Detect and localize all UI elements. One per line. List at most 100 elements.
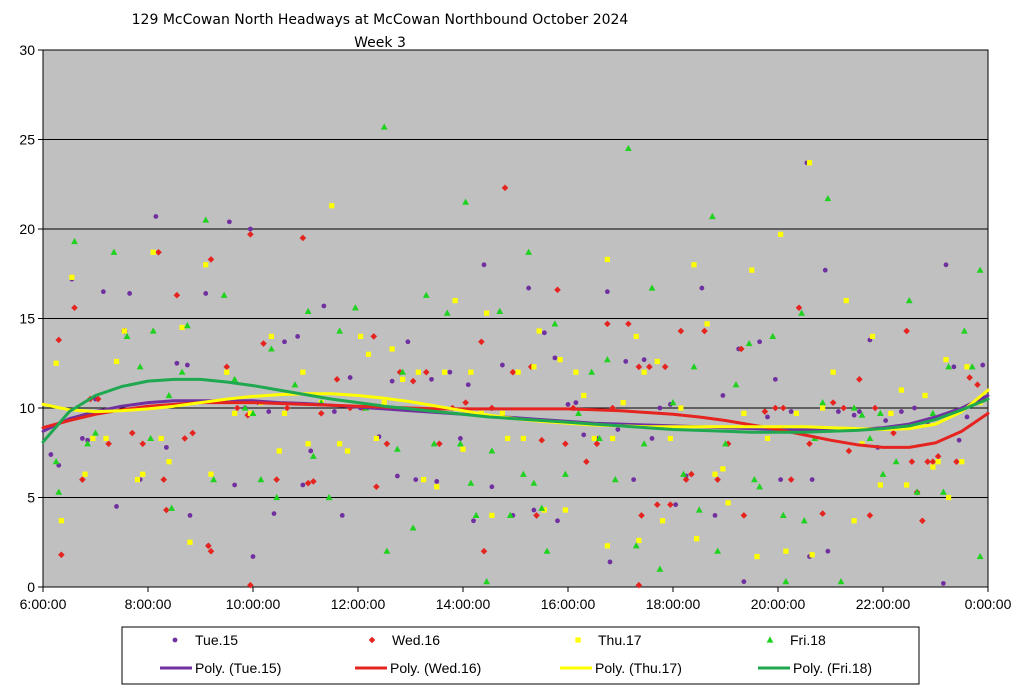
data-point xyxy=(249,409,257,416)
data-point xyxy=(772,404,779,412)
data-point xyxy=(483,578,491,585)
x-tick-label: 22:00:00 xyxy=(856,596,911,612)
legend-marker xyxy=(766,636,774,643)
data-point xyxy=(178,368,186,375)
data-point xyxy=(610,435,616,442)
data-point xyxy=(69,274,75,280)
data-point xyxy=(756,483,764,490)
data-point xyxy=(389,378,395,384)
data-point xyxy=(788,409,794,414)
data-point xyxy=(413,477,419,482)
data-point xyxy=(113,358,120,365)
data-point xyxy=(260,340,267,347)
data-point xyxy=(202,216,210,223)
data-point xyxy=(452,298,458,304)
data-point xyxy=(123,332,131,339)
data-point xyxy=(649,436,655,441)
data-point xyxy=(273,493,281,501)
data-point xyxy=(110,248,118,255)
data-point xyxy=(611,476,619,483)
data-point xyxy=(489,512,495,518)
data-point xyxy=(641,369,647,375)
data-point xyxy=(308,448,314,454)
data-point xyxy=(393,445,401,452)
legend-label: Poly. (Tue.15) xyxy=(195,660,281,676)
data-point xyxy=(648,284,656,291)
data-point xyxy=(365,351,372,357)
data-point xyxy=(163,506,170,514)
data-point xyxy=(898,409,904,414)
data-point xyxy=(701,327,708,335)
data-point xyxy=(381,400,387,406)
data-point xyxy=(555,518,560,524)
chart-title: 129 McCowan North Headways at McCowan No… xyxy=(132,12,629,28)
y-axis: 0 5 10 15 20 25 30 xyxy=(19,42,43,595)
data-point xyxy=(654,358,660,365)
data-point xyxy=(557,357,563,363)
data-point xyxy=(657,405,663,411)
data-point xyxy=(946,494,952,501)
data-point xyxy=(869,333,876,339)
data-point xyxy=(782,578,790,585)
data-point xyxy=(959,459,965,465)
data-point xyxy=(892,458,900,465)
data-point xyxy=(835,409,841,414)
data-point xyxy=(623,359,629,364)
data-point xyxy=(203,262,209,268)
x-tick-label: 12:00:00 xyxy=(331,596,386,612)
data-point xyxy=(443,309,451,316)
data-point xyxy=(806,160,813,166)
data-point xyxy=(347,375,353,380)
data-point xyxy=(233,404,241,412)
data-point xyxy=(114,504,119,509)
y-tick-label: 20 xyxy=(19,221,35,237)
data-point xyxy=(430,440,438,447)
data-point xyxy=(769,332,777,339)
data-point xyxy=(749,267,755,273)
data-point xyxy=(267,345,275,352)
data-point xyxy=(761,408,769,415)
x-tick-label: 8:00:00 xyxy=(125,596,172,612)
legend-label: Poly. (Fri.18) xyxy=(793,660,872,676)
data-point xyxy=(499,410,505,416)
legend-label: Tue.15 xyxy=(195,632,238,648)
data-point xyxy=(740,512,748,519)
data-point xyxy=(94,395,102,403)
data-point xyxy=(325,493,333,501)
data-point xyxy=(581,392,587,399)
data-point xyxy=(851,518,857,524)
data-point xyxy=(765,414,770,420)
data-point xyxy=(699,285,705,291)
data-point xyxy=(659,518,666,524)
data-point xyxy=(525,248,533,255)
data-point xyxy=(163,444,169,450)
data-point xyxy=(422,368,430,376)
data-point xyxy=(741,410,747,416)
data-point xyxy=(273,476,280,483)
data-point xyxy=(694,536,700,542)
data-point xyxy=(295,334,301,339)
data-point xyxy=(468,369,474,375)
data-point xyxy=(531,507,537,513)
data-point xyxy=(714,476,721,483)
data-point xyxy=(300,482,306,488)
data-point xyxy=(883,418,889,423)
data-point xyxy=(174,360,180,366)
data-point xyxy=(840,404,847,412)
data-point xyxy=(421,477,427,483)
data-point xyxy=(232,482,238,488)
data-point xyxy=(203,291,209,296)
data-point xyxy=(257,476,265,483)
data-point xyxy=(695,506,703,513)
data-point xyxy=(809,552,815,558)
data-point xyxy=(688,470,695,478)
data-point xyxy=(669,399,677,406)
data-point xyxy=(383,547,391,554)
data-point xyxy=(276,448,282,454)
data-point xyxy=(940,581,946,586)
data-point xyxy=(620,400,626,406)
data-point xyxy=(128,429,136,437)
data-point xyxy=(778,477,784,482)
data-point xyxy=(837,578,845,585)
data-point xyxy=(646,363,653,371)
